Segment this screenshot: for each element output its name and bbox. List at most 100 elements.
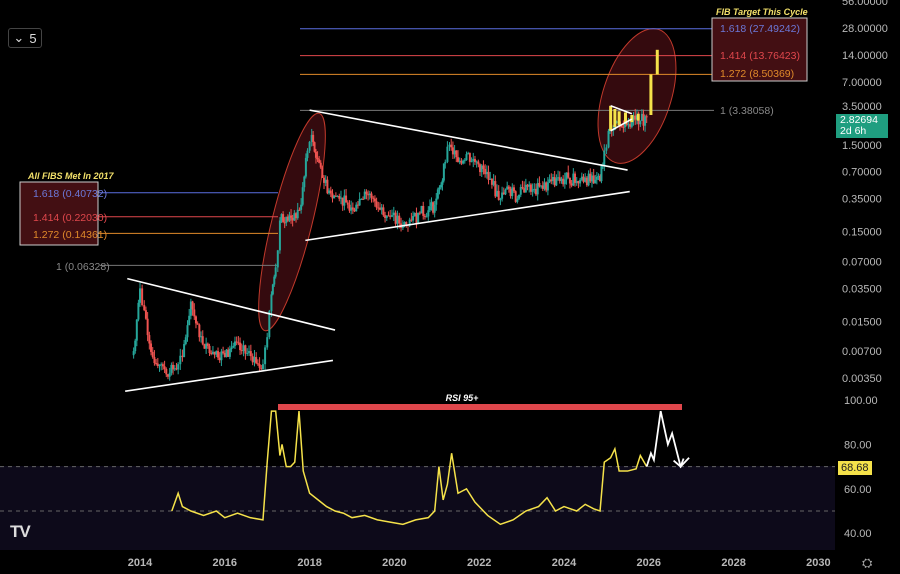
highlight-ellipse-2017: [258, 112, 326, 332]
candle-body: [589, 173, 592, 182]
candle-body: [553, 177, 556, 186]
candle-body: [562, 178, 565, 185]
trendline: [309, 109, 628, 171]
candle-body: [442, 163, 445, 181]
candle-body: [244, 345, 247, 354]
price-tick-label: 0.07000: [842, 256, 882, 268]
candle-body: [480, 165, 483, 173]
candle-body: [285, 216, 288, 223]
candle-body: [425, 216, 428, 218]
candle-body: [227, 349, 230, 357]
candle-body: [328, 190, 331, 194]
projection-bar: [613, 109, 617, 128]
candle-body: [627, 124, 630, 126]
candle-body: [640, 113, 643, 121]
candle-body: [599, 175, 602, 182]
candle-body: [329, 190, 332, 194]
candle-body: [220, 351, 223, 361]
candle-body: [240, 350, 243, 352]
tradingview-logo[interactable]: TV: [10, 522, 31, 541]
candle-body: [166, 374, 169, 377]
candle-body: [210, 353, 213, 355]
candle-body: [403, 221, 406, 225]
candle-body: [235, 341, 238, 343]
candle-body: [303, 176, 306, 188]
candle-body: [430, 202, 433, 207]
candle-body: [316, 157, 319, 160]
candle-body: [314, 151, 317, 158]
candle-body: [165, 368, 168, 375]
interval-selector[interactable]: ⌄ 5: [8, 28, 42, 48]
candle-body: [441, 180, 444, 185]
candle-body: [597, 175, 600, 177]
candle-body: [607, 130, 610, 148]
fib-label-2017-1: 1 (0.06328): [56, 261, 110, 273]
candle-body: [333, 195, 336, 199]
candle-body: [233, 341, 236, 346]
rsi-arrowhead: [673, 458, 685, 469]
candle-body: [428, 206, 431, 211]
candle-body: [639, 120, 642, 125]
candle-body: [642, 113, 645, 126]
candle-body: [380, 207, 383, 210]
candle-body: [225, 349, 228, 358]
candle-body: [389, 215, 392, 217]
candle-body: [489, 178, 492, 180]
price-tick-label: 0.70000: [842, 167, 882, 179]
candle-body: [528, 184, 531, 187]
candle-body: [422, 205, 425, 216]
rsi-projection-line: [645, 410, 690, 469]
candle-body: [345, 195, 348, 203]
fib-title-target: FIB Target This Cycle: [716, 7, 808, 17]
highlight-ellipse-2025: [597, 28, 677, 164]
candle-body: [529, 184, 532, 192]
candle-body: [634, 115, 637, 120]
candle-body: [173, 368, 176, 370]
candle-body: [560, 178, 563, 182]
candle-body: [624, 121, 627, 128]
candle-body: [577, 181, 580, 184]
candle-body: [208, 345, 211, 354]
candle-body: [288, 215, 291, 221]
candle-body: [291, 217, 294, 221]
candle-body: [278, 220, 281, 251]
candle-body: [496, 190, 499, 197]
candle-body: [450, 144, 453, 148]
candle-body: [350, 207, 353, 211]
candle-body: [249, 351, 252, 357]
candle-body: [392, 212, 395, 216]
gear-icon[interactable]: ⛭: [862, 555, 873, 570]
candle-body: [644, 116, 647, 126]
candle-body: [132, 351, 135, 356]
candle-body: [355, 204, 358, 212]
candle-body: [373, 198, 376, 202]
candle-body: [413, 213, 416, 217]
interval-value: 5: [29, 30, 37, 46]
candle-body: [189, 301, 192, 316]
candle-body: [206, 343, 209, 346]
candle-body: [536, 183, 539, 195]
candle-body: [629, 124, 632, 127]
candle-body: [343, 195, 346, 206]
candle-body: [148, 335, 151, 344]
candle-body: [594, 179, 597, 184]
candle-body: [308, 141, 311, 151]
candle-body: [175, 368, 178, 370]
candle-body: [645, 116, 648, 118]
candle-body: [306, 150, 309, 158]
candle-body: [477, 161, 480, 165]
candle-body: [504, 189, 507, 195]
time-tick-label: 2026: [637, 557, 661, 569]
candle-body: [446, 146, 449, 162]
price-tick-label: 7.00000: [842, 77, 882, 89]
rsi-tick-label: 100.00: [844, 395, 878, 407]
price-tick-label: 0.00700: [842, 346, 882, 358]
candle-body: [184, 337, 187, 345]
candle-body: [338, 196, 341, 199]
candle-body: [170, 364, 173, 373]
candle-body: [134, 340, 137, 352]
candle-body: [181, 355, 184, 358]
candle-body: [462, 160, 465, 164]
projection-bar: [617, 111, 621, 126]
